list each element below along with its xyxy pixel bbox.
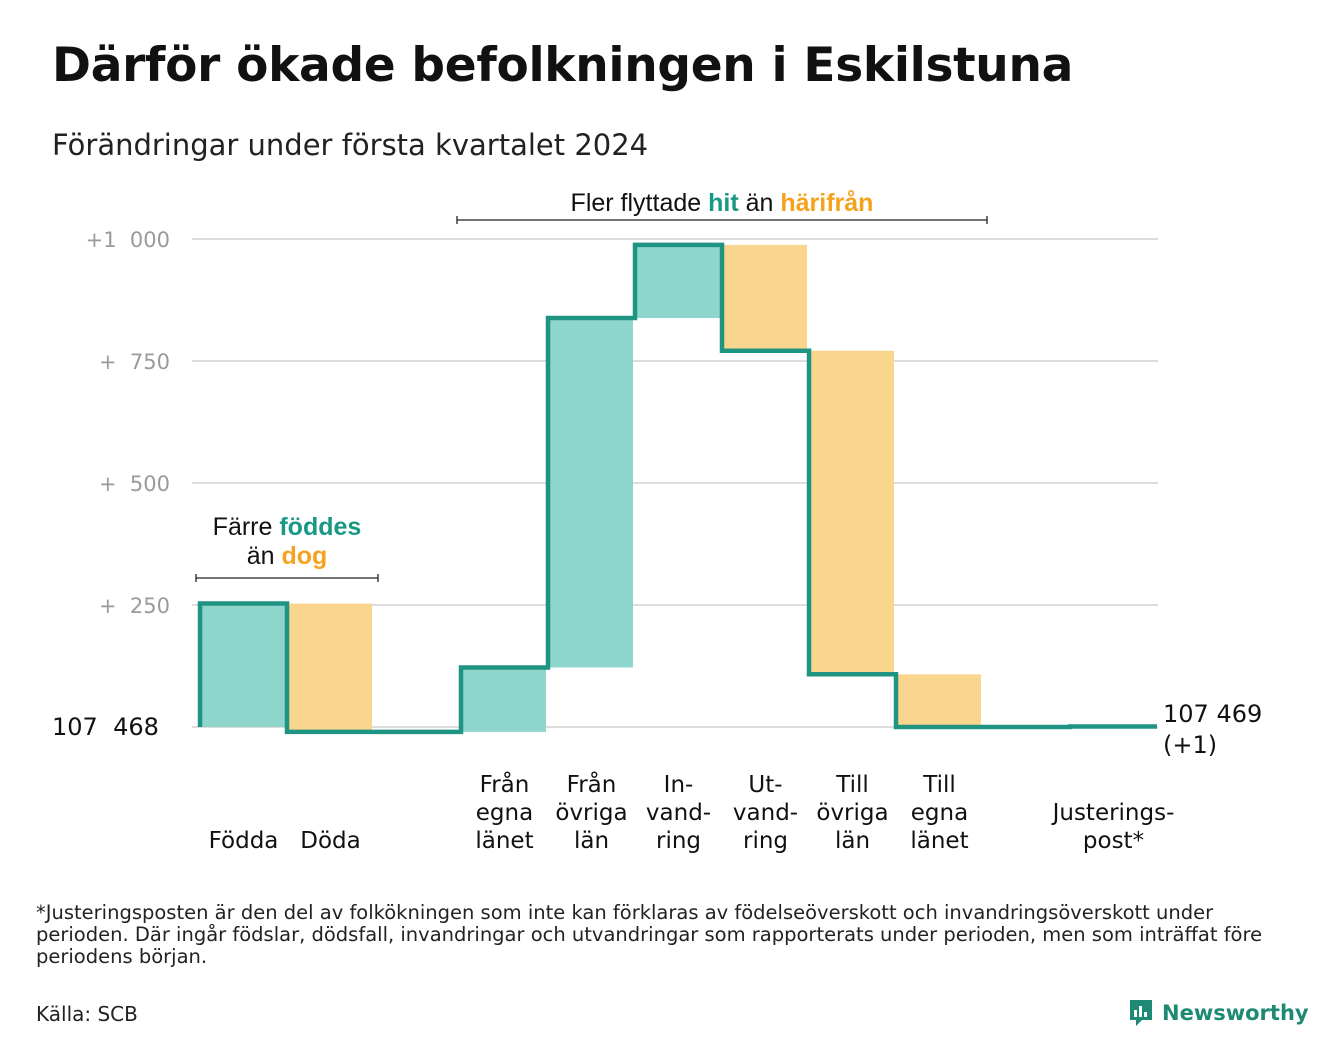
annotation-segment: härifrån xyxy=(780,189,873,217)
x-category-label: egna xyxy=(476,800,533,826)
x-category-label: Döda xyxy=(300,828,360,854)
annotation-segment: än xyxy=(247,542,282,570)
y-tick-label: + 500 xyxy=(99,472,170,496)
decrease-bar xyxy=(724,244,807,351)
source-label: Källa: SCB xyxy=(36,1002,138,1026)
annotation-text: än dog xyxy=(247,542,328,570)
y-tick-label: + 750 xyxy=(99,350,170,374)
x-category-label: Från xyxy=(480,770,530,798)
x-category-label: län xyxy=(574,828,609,854)
increase-bar xyxy=(637,244,720,319)
x-category-label: vand- xyxy=(733,800,798,826)
annotation-segment: Fler flyttade xyxy=(571,189,709,217)
x-category-label: övriga xyxy=(555,800,627,826)
end-value-label: 107 469 xyxy=(1163,700,1262,728)
page-subtitle: Förändringar under första kvartalet 2024 xyxy=(52,128,649,162)
decrease-bar xyxy=(811,350,894,675)
brand: Newsworthy xyxy=(1128,998,1309,1028)
x-category-label: Födda xyxy=(209,828,279,854)
annotation-text: Fler flyttade hit än härifrån xyxy=(571,189,874,217)
x-category-label: län xyxy=(835,828,870,854)
newsworthy-logo-icon xyxy=(1130,1000,1152,1026)
annotation-text: Färre föddes xyxy=(213,513,362,541)
y-tick-label: + 250 xyxy=(99,594,170,618)
baseline-value-label: 107 468 xyxy=(52,713,159,741)
x-category-label: In- xyxy=(664,772,694,798)
x-category-label: ring xyxy=(743,828,788,854)
x-category-label: ring xyxy=(656,828,701,854)
annotation-segment: hit xyxy=(708,189,739,217)
decrease-bar xyxy=(898,674,981,727)
annotation-segment: än xyxy=(739,189,781,217)
annotation-segment: dog xyxy=(281,542,327,570)
end-value-label: (+1) xyxy=(1163,731,1217,759)
x-category-label: Justerings- xyxy=(1051,800,1175,826)
footnote: *Justeringsposten är den del av folkökni… xyxy=(36,901,1263,968)
brand-name: Newsworthy xyxy=(1162,1001,1309,1025)
x-category-label: Till xyxy=(922,772,956,798)
decrease-bar xyxy=(289,603,372,732)
x-category-label: egna xyxy=(911,800,968,826)
x-category-label: Ut- xyxy=(748,772,782,798)
x-category-label: Från xyxy=(567,770,617,798)
annotation-segment: föddes xyxy=(279,513,361,541)
increase-bar xyxy=(200,603,285,727)
increase-bar xyxy=(463,667,546,732)
x-category-label: länet xyxy=(910,828,968,854)
increase-bar xyxy=(550,318,633,668)
x-category-label: länet xyxy=(475,828,533,854)
annotation-segment: Färre xyxy=(213,513,280,541)
x-category-label: Till xyxy=(835,772,869,798)
x-category-label: post* xyxy=(1083,828,1144,854)
cumulative-step-line xyxy=(197,242,1157,735)
x-category-label: vand- xyxy=(646,800,711,826)
x-category-label: övriga xyxy=(816,800,888,826)
page-title: Därför ökade befolkningen i Eskilstuna xyxy=(52,38,1074,93)
y-tick-label: +1 000 xyxy=(86,228,170,252)
